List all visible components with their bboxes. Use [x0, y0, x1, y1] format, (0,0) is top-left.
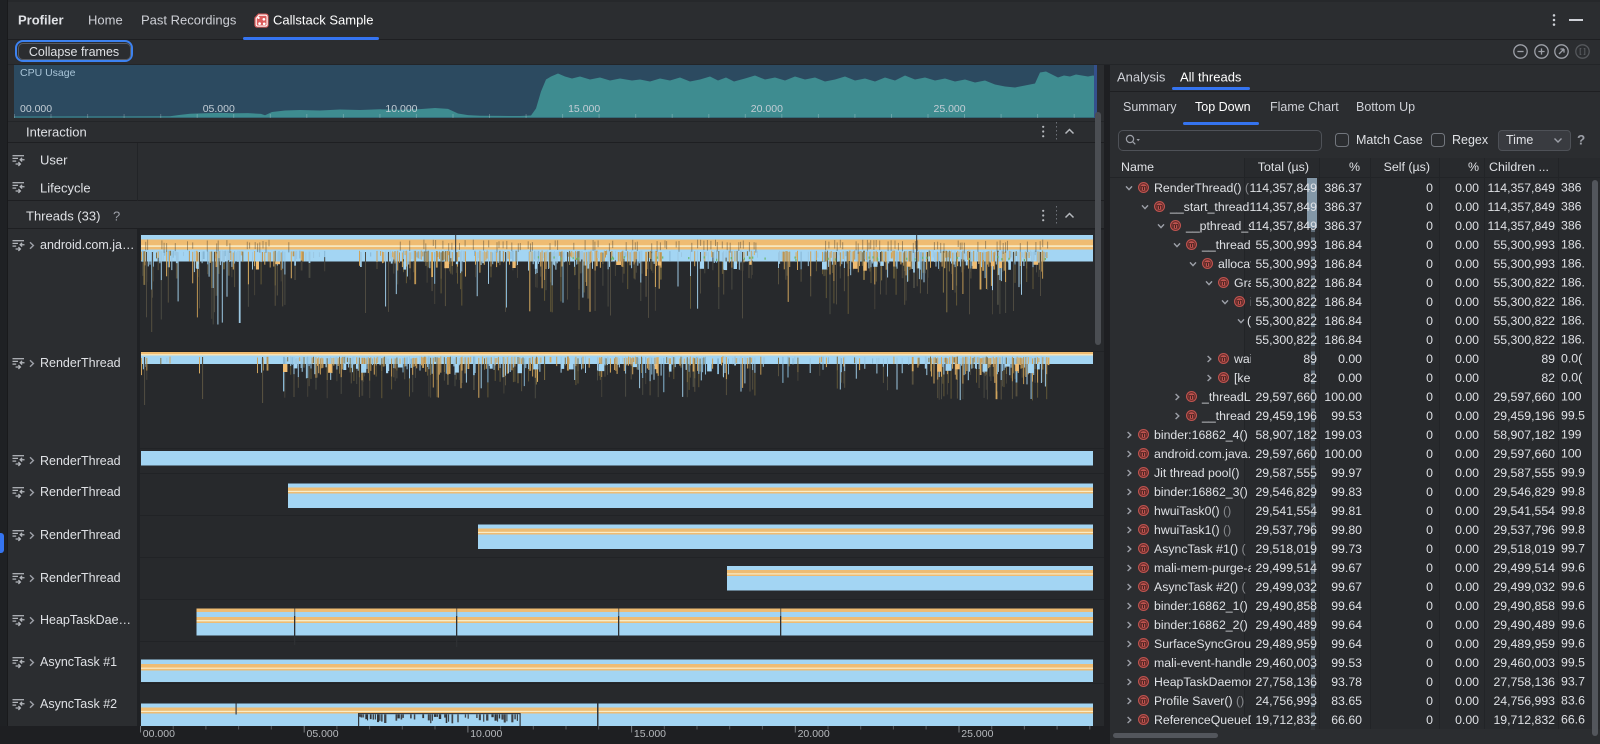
svg-text:m: m [1156, 202, 1163, 211]
svg-text:m: m [1140, 658, 1147, 667]
svg-text:m: m [1140, 468, 1147, 477]
svg-text:m: m [1188, 411, 1195, 420]
svg-text:m: m [1140, 715, 1147, 724]
svg-text:m: m [1188, 240, 1195, 249]
svg-text:m: m [1140, 525, 1147, 534]
svg-text:m: m [1140, 563, 1147, 572]
svg-text:m: m [1220, 354, 1227, 363]
svg-text:m: m [1140, 696, 1147, 705]
svg-text:m: m [1204, 259, 1211, 268]
svg-text:m: m [1140, 487, 1147, 496]
svg-text:m: m [1188, 392, 1195, 401]
svg-text:m: m [1140, 449, 1147, 458]
svg-text:m: m [1140, 639, 1147, 648]
svg-text:m: m [1220, 278, 1227, 287]
svg-text:m: m [1140, 620, 1147, 629]
svg-text:m: m [1140, 544, 1147, 553]
svg-text:m: m [1172, 221, 1179, 230]
svg-text:m: m [1140, 430, 1147, 439]
svg-text:m: m [1220, 373, 1227, 382]
svg-text:m: m [1140, 677, 1147, 686]
svg-text:m: m [1140, 506, 1147, 515]
svg-text:m: m [1140, 601, 1147, 610]
svg-text:m: m [1140, 183, 1147, 192]
svg-text:m: m [1236, 297, 1243, 306]
svg-text:m: m [1140, 582, 1147, 591]
